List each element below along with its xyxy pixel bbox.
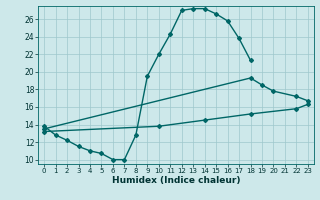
X-axis label: Humidex (Indice chaleur): Humidex (Indice chaleur) xyxy=(112,176,240,185)
